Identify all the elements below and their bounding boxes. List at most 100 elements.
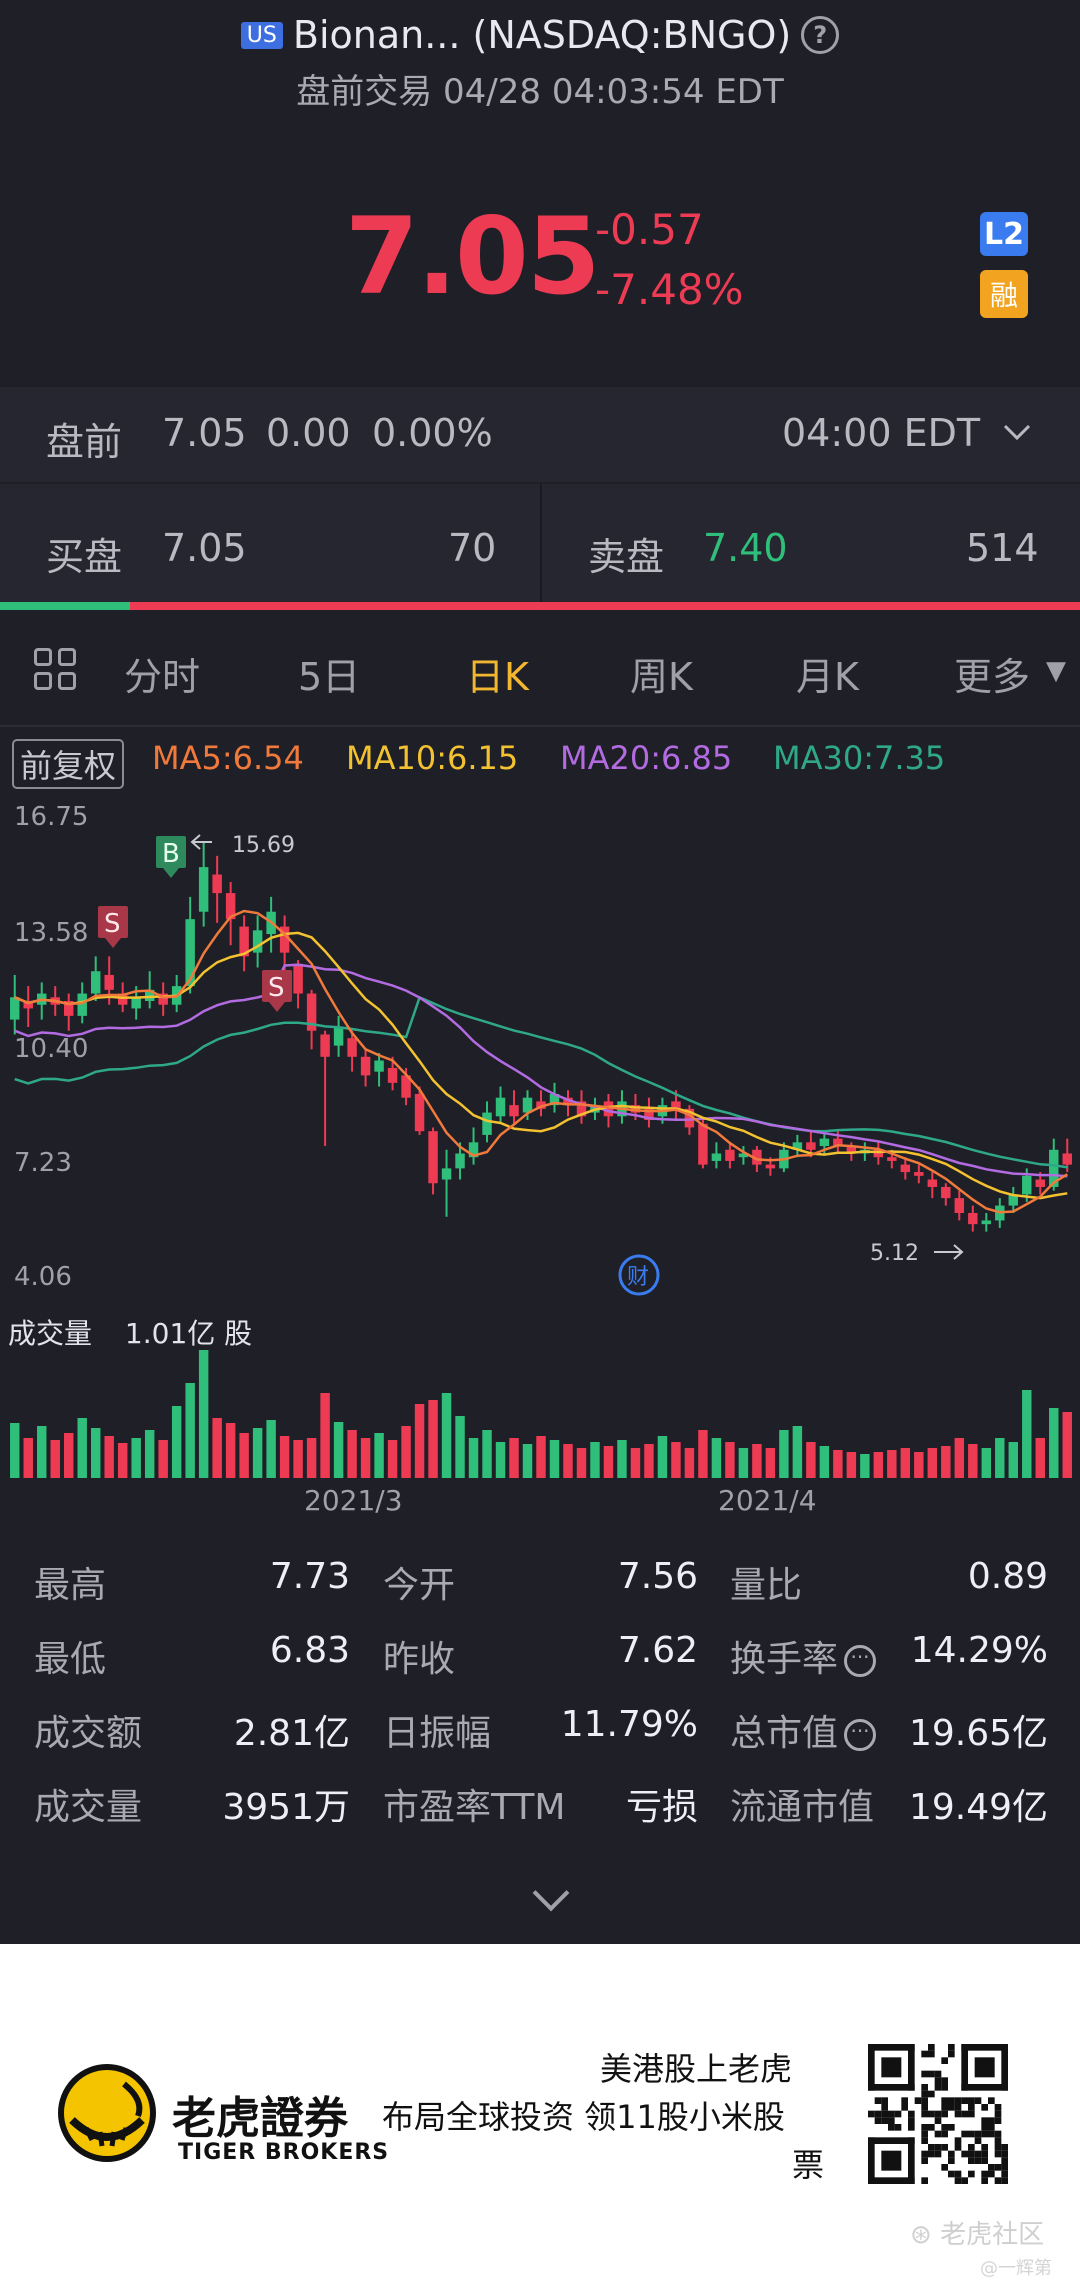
- level2-badge[interactable]: L2: [980, 212, 1028, 256]
- tab-daily-k[interactable]: 日K: [466, 655, 529, 699]
- volume-bar: [806, 1442, 816, 1478]
- candle-body: [981, 1220, 992, 1225]
- watermark: @一辉第: [980, 2258, 1052, 2279]
- candle-body: [765, 1164, 776, 1169]
- premarket-row[interactable]: 盘前 7.05 0.00 0.00% 04:00 EDT: [0, 387, 1080, 482]
- stat-value-pe: 亏损: [625, 1787, 698, 1828]
- ma20-label: MA20:6.85: [560, 739, 733, 777]
- volume-bar: [455, 1416, 465, 1478]
- margin-badge[interactable]: 融: [980, 270, 1028, 318]
- tab-more[interactable]: 更多: [954, 655, 1031, 699]
- volume-bar: [765, 1448, 776, 1478]
- stat-label-amplitude: 日振幅: [383, 1713, 492, 1754]
- candle-body: [927, 1179, 938, 1187]
- volume-bar: [603, 1446, 614, 1478]
- chevron-down-icon[interactable]: [1002, 423, 1032, 443]
- info-icon[interactable]: ···: [844, 1645, 877, 1677]
- candle-body: [968, 1213, 978, 1225]
- adjust-button[interactable]: 前复权: [12, 739, 125, 789]
- volume-bar: [333, 1422, 344, 1478]
- volume-bar: [860, 1454, 870, 1478]
- tab-5day[interactable]: 5日: [298, 655, 361, 699]
- candle-body: [630, 1105, 641, 1113]
- volume-bar: [225, 1423, 236, 1478]
- sell-signal[interactable]: S: [98, 906, 128, 948]
- slogan-line: 美港股上老虎: [600, 2050, 793, 2088]
- buy-signal[interactable]: B: [156, 836, 186, 878]
- stat-value-amount: 2.81亿: [233, 1713, 350, 1754]
- candle-body: [1049, 1149, 1059, 1187]
- sell-signal[interactable]: S: [262, 970, 292, 1012]
- stat-label-prev-close: 昨收: [383, 1639, 456, 1680]
- tab-weekly-k[interactable]: 周K: [630, 655, 693, 699]
- volume-bar: [1008, 1442, 1019, 1478]
- stat-value-turnover: 14.29%: [910, 1630, 1048, 1671]
- volume-label: 成交量: [8, 1317, 93, 1350]
- candle-body: [131, 997, 141, 1009]
- volume-bar: [441, 1393, 452, 1478]
- ask-label: 卖盘: [588, 535, 665, 579]
- stat-value-vol-ratio: 0.89: [967, 1556, 1048, 1597]
- candle-body: [252, 930, 263, 953]
- stat-value-volume: 3951万: [222, 1787, 350, 1828]
- candle-body: [819, 1138, 830, 1147]
- market-badge: US: [240, 21, 283, 49]
- premarket-time: 04:00 EDT: [782, 411, 981, 455]
- candle-body: [63, 1000, 74, 1016]
- volume-bar: [347, 1430, 357, 1478]
- stat-label-amount: 成交额: [34, 1713, 143, 1754]
- tab-intraday[interactable]: 分时: [124, 655, 201, 699]
- candle-body: [441, 1168, 452, 1180]
- info-icon[interactable]: ···: [844, 1719, 877, 1751]
- volume-bar: [90, 1428, 101, 1478]
- premarket-label: 盘前: [46, 420, 123, 464]
- candle-body: [509, 1105, 519, 1117]
- candle-body: [293, 963, 303, 994]
- volume-bar: [954, 1438, 965, 1478]
- ma-legend: 前复权 MA5:6.54 MA10:6.15 MA20:6.85 MA30:7.…: [0, 733, 1080, 789]
- stat-value-prev-close: 7.62: [617, 1630, 698, 1671]
- price-change-pct: -7.48%: [595, 265, 744, 314]
- volume-bar: [914, 1452, 924, 1478]
- volume-bar: [968, 1444, 978, 1478]
- candle-body: [360, 1056, 371, 1076]
- candle-body: [576, 1101, 587, 1117]
- help-icon[interactable]: ?: [801, 16, 840, 54]
- volume-bar: [900, 1448, 911, 1478]
- volume-bar: [549, 1440, 560, 1478]
- candle-body: [914, 1172, 924, 1176]
- last-price: 7.05: [345, 195, 601, 318]
- volume-bar: [1022, 1390, 1032, 1478]
- candle-body: [90, 971, 101, 994]
- volume-bar: [10, 1423, 20, 1478]
- candle-body: [374, 1060, 384, 1072]
- volume-bar: [738, 1448, 749, 1478]
- volume-chart[interactable]: [0, 1350, 1080, 1480]
- candle-body: [239, 926, 249, 957]
- volume-bar: [320, 1393, 330, 1478]
- volume-bar: [833, 1450, 843, 1478]
- ma10-label: MA10:6.15: [346, 739, 519, 777]
- caret-down-icon[interactable]: ▼: [1046, 656, 1066, 686]
- earnings-event-icon[interactable]: 财: [618, 1254, 660, 1296]
- candle-body: [482, 1112, 492, 1135]
- candle-body: [495, 1097, 506, 1117]
- candle-body: [536, 1101, 546, 1109]
- ask-ratio-bar: [130, 602, 1080, 610]
- expand-chevron-icon[interactable]: [532, 1874, 570, 1912]
- volume-bar: [468, 1438, 479, 1478]
- slogan-line: 布局全球投资 领11股小米股: [382, 2098, 785, 2136]
- stock-title[interactable]: Bionan... (NASDAQ:BNGO): [292, 13, 792, 57]
- tab-monthly-k[interactable]: 月K: [796, 655, 859, 699]
- volume-bar: [1035, 1438, 1045, 1478]
- volume-bar: [887, 1450, 897, 1478]
- grid-icon[interactable]: [34, 648, 80, 694]
- candle-body: [954, 1198, 965, 1214]
- candle-body: [846, 1146, 857, 1154]
- candlestick-chart[interactable]: 16.75 13.58 10.40 7.23 4.06 B S S 15.69 …: [0, 790, 1080, 1310]
- broker-banner[interactable]: 老虎證券 TIGER BROKERS 美港股上老虎 布局全球投资 领11股小米股…: [0, 1944, 1080, 2288]
- volume-bar: [630, 1448, 641, 1478]
- volume-svg: [10, 1350, 1072, 1478]
- premarket-change-pct: 0.00%: [372, 411, 493, 455]
- premarket-change: 0.00: [266, 411, 351, 455]
